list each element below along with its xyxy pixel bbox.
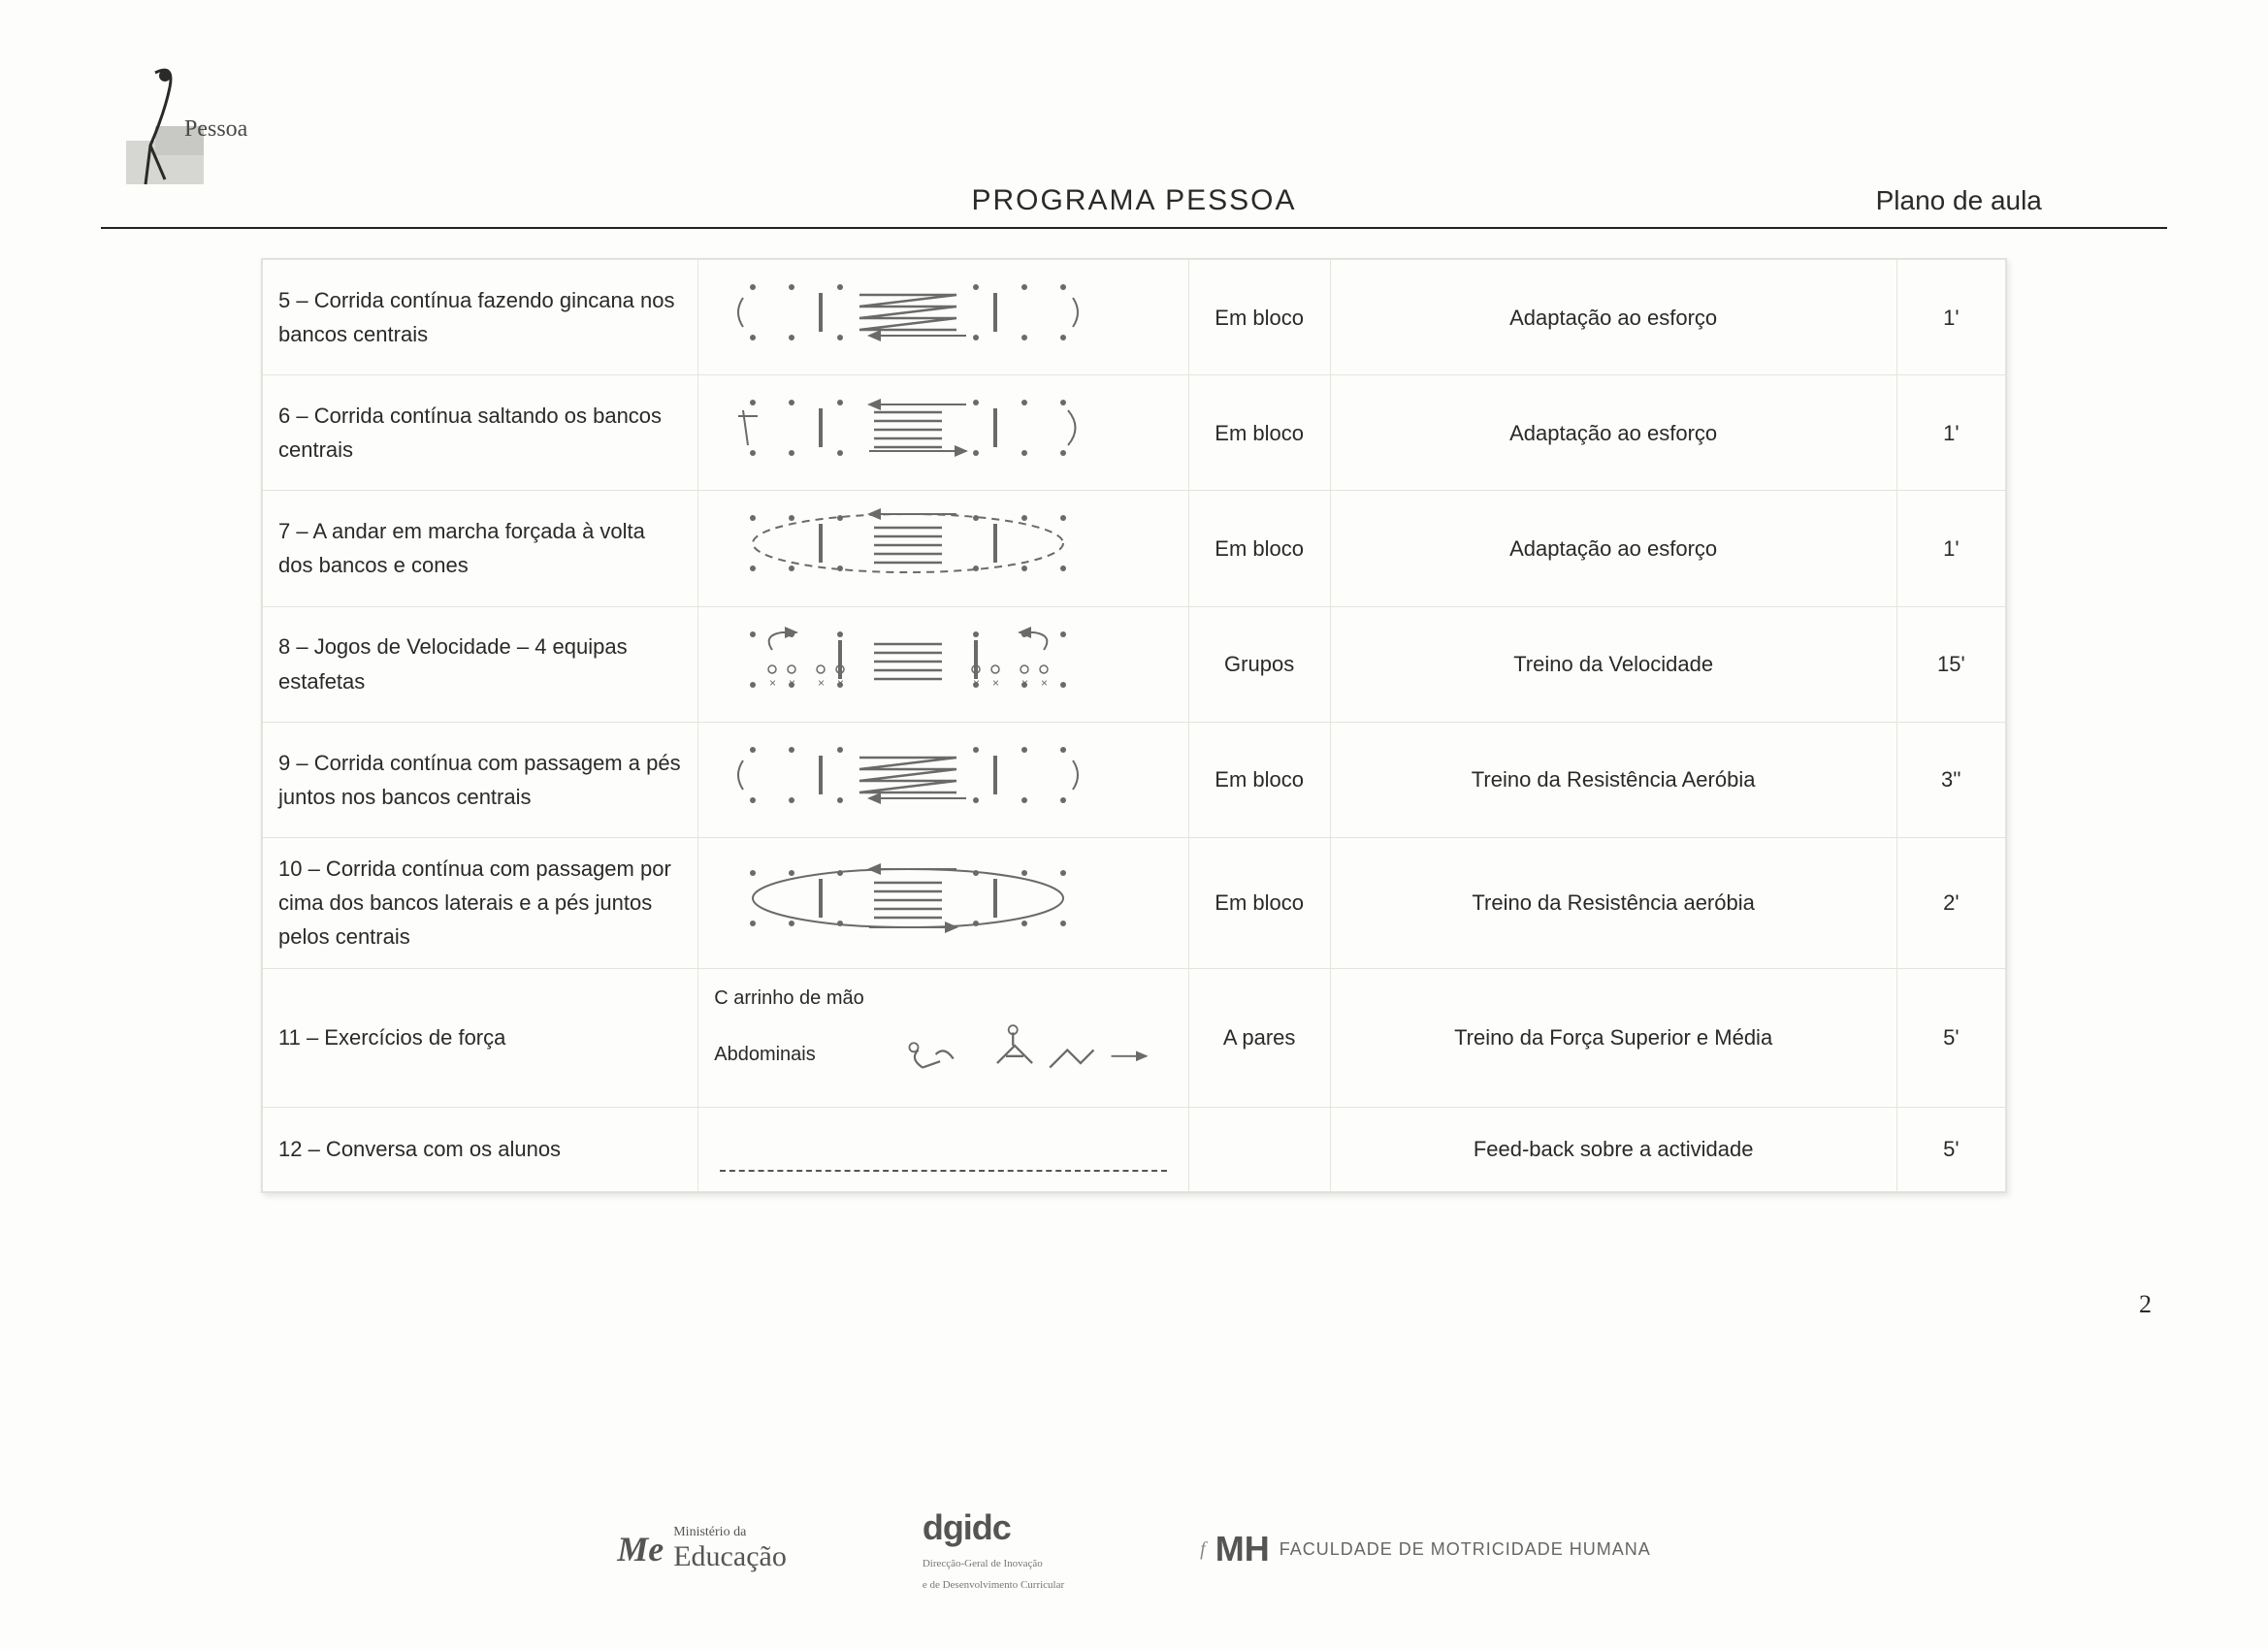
logo-pessoa: Pessoa <box>97 58 272 194</box>
table-row: 12 – Conversa com os alunos Feed-back sob… <box>263 1107 2006 1191</box>
diagram-label: C arrinho de mão <box>714 983 1172 1014</box>
cell-objective: Treino da Resistência aeróbia <box>1330 837 1896 968</box>
cell-description: 8 – Jogos de Velocidade – 4 equipas esta… <box>263 606 698 722</box>
page-title: PROGRAMA PESSOA <box>392 184 1875 217</box>
cell-time: 5' <box>1896 968 2005 1107</box>
table-row: 7 – A andar em marcha forçada à volta do… <box>263 491 2006 606</box>
diagram-label: Abdominais <box>714 1039 816 1070</box>
cell-diagram <box>698 491 1188 606</box>
table-row: 11 – Exercícios de forçaC arrinho de mão… <box>263 968 2006 1107</box>
cell-objective: Treino da Resistência Aeróbia <box>1330 722 1896 837</box>
svg-text:×: × <box>769 676 776 690</box>
svg-text:×: × <box>818 676 825 690</box>
cell-description: 9 – Corrida contínua com passagem a pés … <box>263 722 698 837</box>
cell-description: 11 – Exercícios de força <box>263 968 698 1107</box>
footer-logo-dgidc: dgidc Direcção-Geral de Inovação e de De… <box>923 1507 1064 1591</box>
page: Pessoa PROGRAMA PESSOA Plano de aula 5 –… <box>0 0 2268 1649</box>
svg-text:×: × <box>1041 676 1048 690</box>
page-number: 2 <box>2139 1290 2152 1319</box>
cell-time: 2' <box>1896 837 2005 968</box>
subtitle: Plano de aula <box>1876 185 2128 216</box>
table-row: 5 – Corrida contínua fazendo gincana nos… <box>263 260 2006 375</box>
cell-diagram: × × × × × × × × <box>698 606 1188 722</box>
table-row: 8 – Jogos de Velocidade – 4 equipas esta… <box>263 606 2006 722</box>
cell-organization: Em bloco <box>1188 491 1330 606</box>
table-row: 6 – Corrida contínua saltando os bancos … <box>263 375 2006 491</box>
cell-description: 10 – Corrida contínua com passagem por c… <box>263 837 698 968</box>
svg-text:×: × <box>973 676 980 690</box>
cell-objective: Treino da Força Superior e Média <box>1330 968 1896 1107</box>
table-row: 9 – Corrida contínua com passagem a pés … <box>263 722 2006 837</box>
lesson-table: 5 – Corrida contínua fazendo gincana nos… <box>261 258 2007 1193</box>
svg-text:×: × <box>789 676 795 690</box>
cell-organization: Em bloco <box>1188 722 1330 837</box>
cell-diagram <box>698 260 1188 375</box>
cell-objective: Adaptação ao esforço <box>1330 375 1896 491</box>
cell-organization: A pares <box>1188 968 1330 1107</box>
cell-diagram <box>698 375 1188 491</box>
svg-text:×: × <box>1021 676 1028 690</box>
cell-organization: Em bloco <box>1188 375 1330 491</box>
cell-description: 7 – A andar em marcha forçada à volta do… <box>263 491 698 606</box>
title-row: PROGRAMA PESSOA Plano de aula <box>101 184 2166 229</box>
cell-time: 15' <box>1896 606 2005 722</box>
logo-text: Pessoa <box>184 116 248 142</box>
table-row: 10 – Corrida contínua com passagem por c… <box>263 837 2006 968</box>
cell-organization: Em bloco <box>1188 260 1330 375</box>
cell-objective: Adaptação ao esforço <box>1330 260 1896 375</box>
cell-objective: Treino da Velocidade <box>1330 606 1896 722</box>
cell-time: 1' <box>1896 375 2005 491</box>
cell-time: 1' <box>1896 491 2005 606</box>
cell-diagram <box>698 722 1188 837</box>
cell-organization <box>1188 1107 1330 1191</box>
cell-time: 3'' <box>1896 722 2005 837</box>
svg-text:×: × <box>837 676 844 690</box>
cell-description: 5 – Corrida contínua fazendo gincana nos… <box>263 260 698 375</box>
footer-logo-mh: f MH FACULDADE DE MOTRICIDADE HUMANA <box>1200 1529 1651 1569</box>
cell-objective: Adaptação ao esforço <box>1330 491 1896 606</box>
cell-time: 5' <box>1896 1107 2005 1191</box>
cell-organization: Grupos <box>1188 606 1330 722</box>
cell-diagram <box>698 837 1188 968</box>
svg-text:×: × <box>992 676 999 690</box>
cell-diagram: C arrinho de mão Abdominais <box>698 968 1188 1107</box>
cell-organization: Em bloco <box>1188 837 1330 968</box>
cell-description: 12 – Conversa com os alunos <box>263 1107 698 1191</box>
cell-description: 6 – Corrida contínua saltando os bancos … <box>263 375 698 491</box>
cell-objective: Feed-back sobre a actividade <box>1330 1107 1896 1191</box>
cell-diagram <box>698 1107 1188 1191</box>
footer-logo-educacao: Me Ministério da Educação <box>617 1525 787 1572</box>
cell-time: 1' <box>1896 260 2005 375</box>
footer: Me Ministério da Educação dgidc Direcção… <box>0 1507 2268 1591</box>
